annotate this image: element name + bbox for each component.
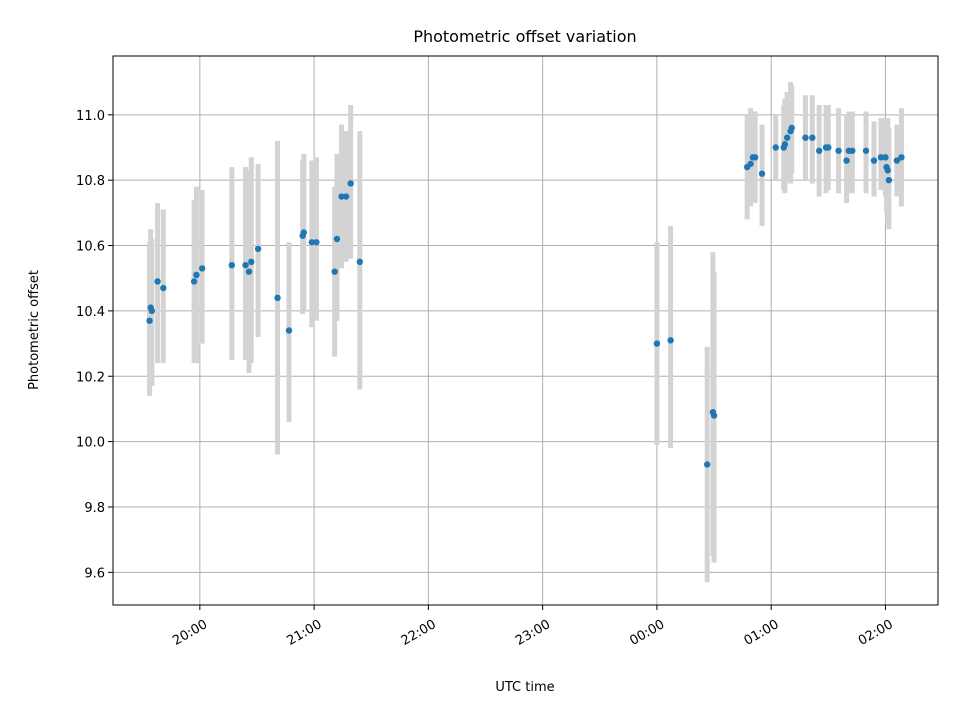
data-point: [898, 154, 905, 161]
data-point: [747, 160, 754, 168]
x-tick-label: 20:00: [170, 617, 210, 649]
data-point: [862, 147, 870, 154]
data-point: [146, 317, 153, 324]
data-point: [248, 258, 255, 266]
chart-title: Photometric offset variation: [413, 27, 636, 46]
data-point: [342, 193, 350, 200]
data-point: [313, 239, 320, 246]
data-point: [300, 229, 308, 236]
data-point: [882, 154, 889, 161]
y-tick-label: 10.2: [76, 370, 105, 385]
data-point: [154, 278, 161, 285]
data-point: [809, 134, 816, 141]
y-tick-label: 10.0: [76, 436, 105, 451]
data-point: [835, 147, 842, 154]
data-point: [254, 245, 262, 253]
data-point: [653, 340, 661, 347]
data-point: [148, 307, 156, 315]
data-point: [893, 157, 901, 164]
y-tick-label: 9.8: [84, 501, 105, 516]
data-point: [802, 134, 809, 141]
y-axis-ticks: 9.6 9.8 10.0 10.2 10.4 10.6 10.8 11.0: [76, 109, 113, 581]
data-point: [783, 134, 791, 141]
data-point: [849, 147, 856, 154]
x-tick-label: 23:00: [513, 617, 553, 649]
data-point: [308, 239, 316, 246]
data-point: [242, 261, 249, 269]
data-point: [245, 268, 253, 275]
data-point: [228, 261, 236, 269]
y-axis-label: Photometric offset: [27, 270, 42, 390]
y-tick-label: 10.6: [76, 240, 105, 255]
data-point: [347, 180, 354, 187]
data-point: [333, 235, 341, 243]
data-point: [758, 170, 766, 177]
data-point: [331, 268, 338, 275]
data-point: [843, 157, 850, 164]
y-tick-label: 10.8: [76, 174, 105, 189]
y-tick-label: 9.6: [84, 566, 105, 581]
data-points: [146, 124, 905, 468]
data-point: [885, 176, 893, 184]
plot-frame: [112, 55, 939, 606]
data-point: [274, 294, 281, 302]
data-point: [356, 258, 364, 266]
data-point: [190, 278, 198, 285]
data-point: [198, 265, 206, 272]
data-point: [870, 157, 878, 164]
x-tick-label: 22:00: [399, 617, 439, 649]
data-point: [703, 461, 711, 468]
x-axis-ticks: 20:00 21:00 22:00 23:00 00:00 01:00 02:00: [170, 605, 896, 649]
data-point: [285, 327, 293, 334]
data-point: [338, 193, 345, 200]
data-point: [884, 167, 891, 174]
y-tick-label: 10.4: [76, 305, 105, 320]
data-point: [772, 144, 779, 151]
x-tick-label: 00:00: [627, 617, 667, 649]
data-point: [751, 154, 759, 161]
y-tick-label: 11.0: [76, 109, 105, 124]
data-point: [160, 284, 167, 292]
data-point: [193, 271, 200, 279]
data-point: [710, 412, 718, 419]
data-point: [788, 124, 795, 132]
x-tick-label: 02:00: [856, 617, 896, 649]
data-point: [815, 147, 823, 154]
x-tick-label: 01:00: [742, 617, 782, 649]
data-point: [667, 337, 674, 344]
x-axis-label: UTC time: [495, 680, 554, 695]
data-point: [825, 144, 832, 151]
data-point: [877, 154, 885, 161]
data-point: [781, 141, 789, 148]
x-tick-label: 21:00: [285, 617, 325, 649]
